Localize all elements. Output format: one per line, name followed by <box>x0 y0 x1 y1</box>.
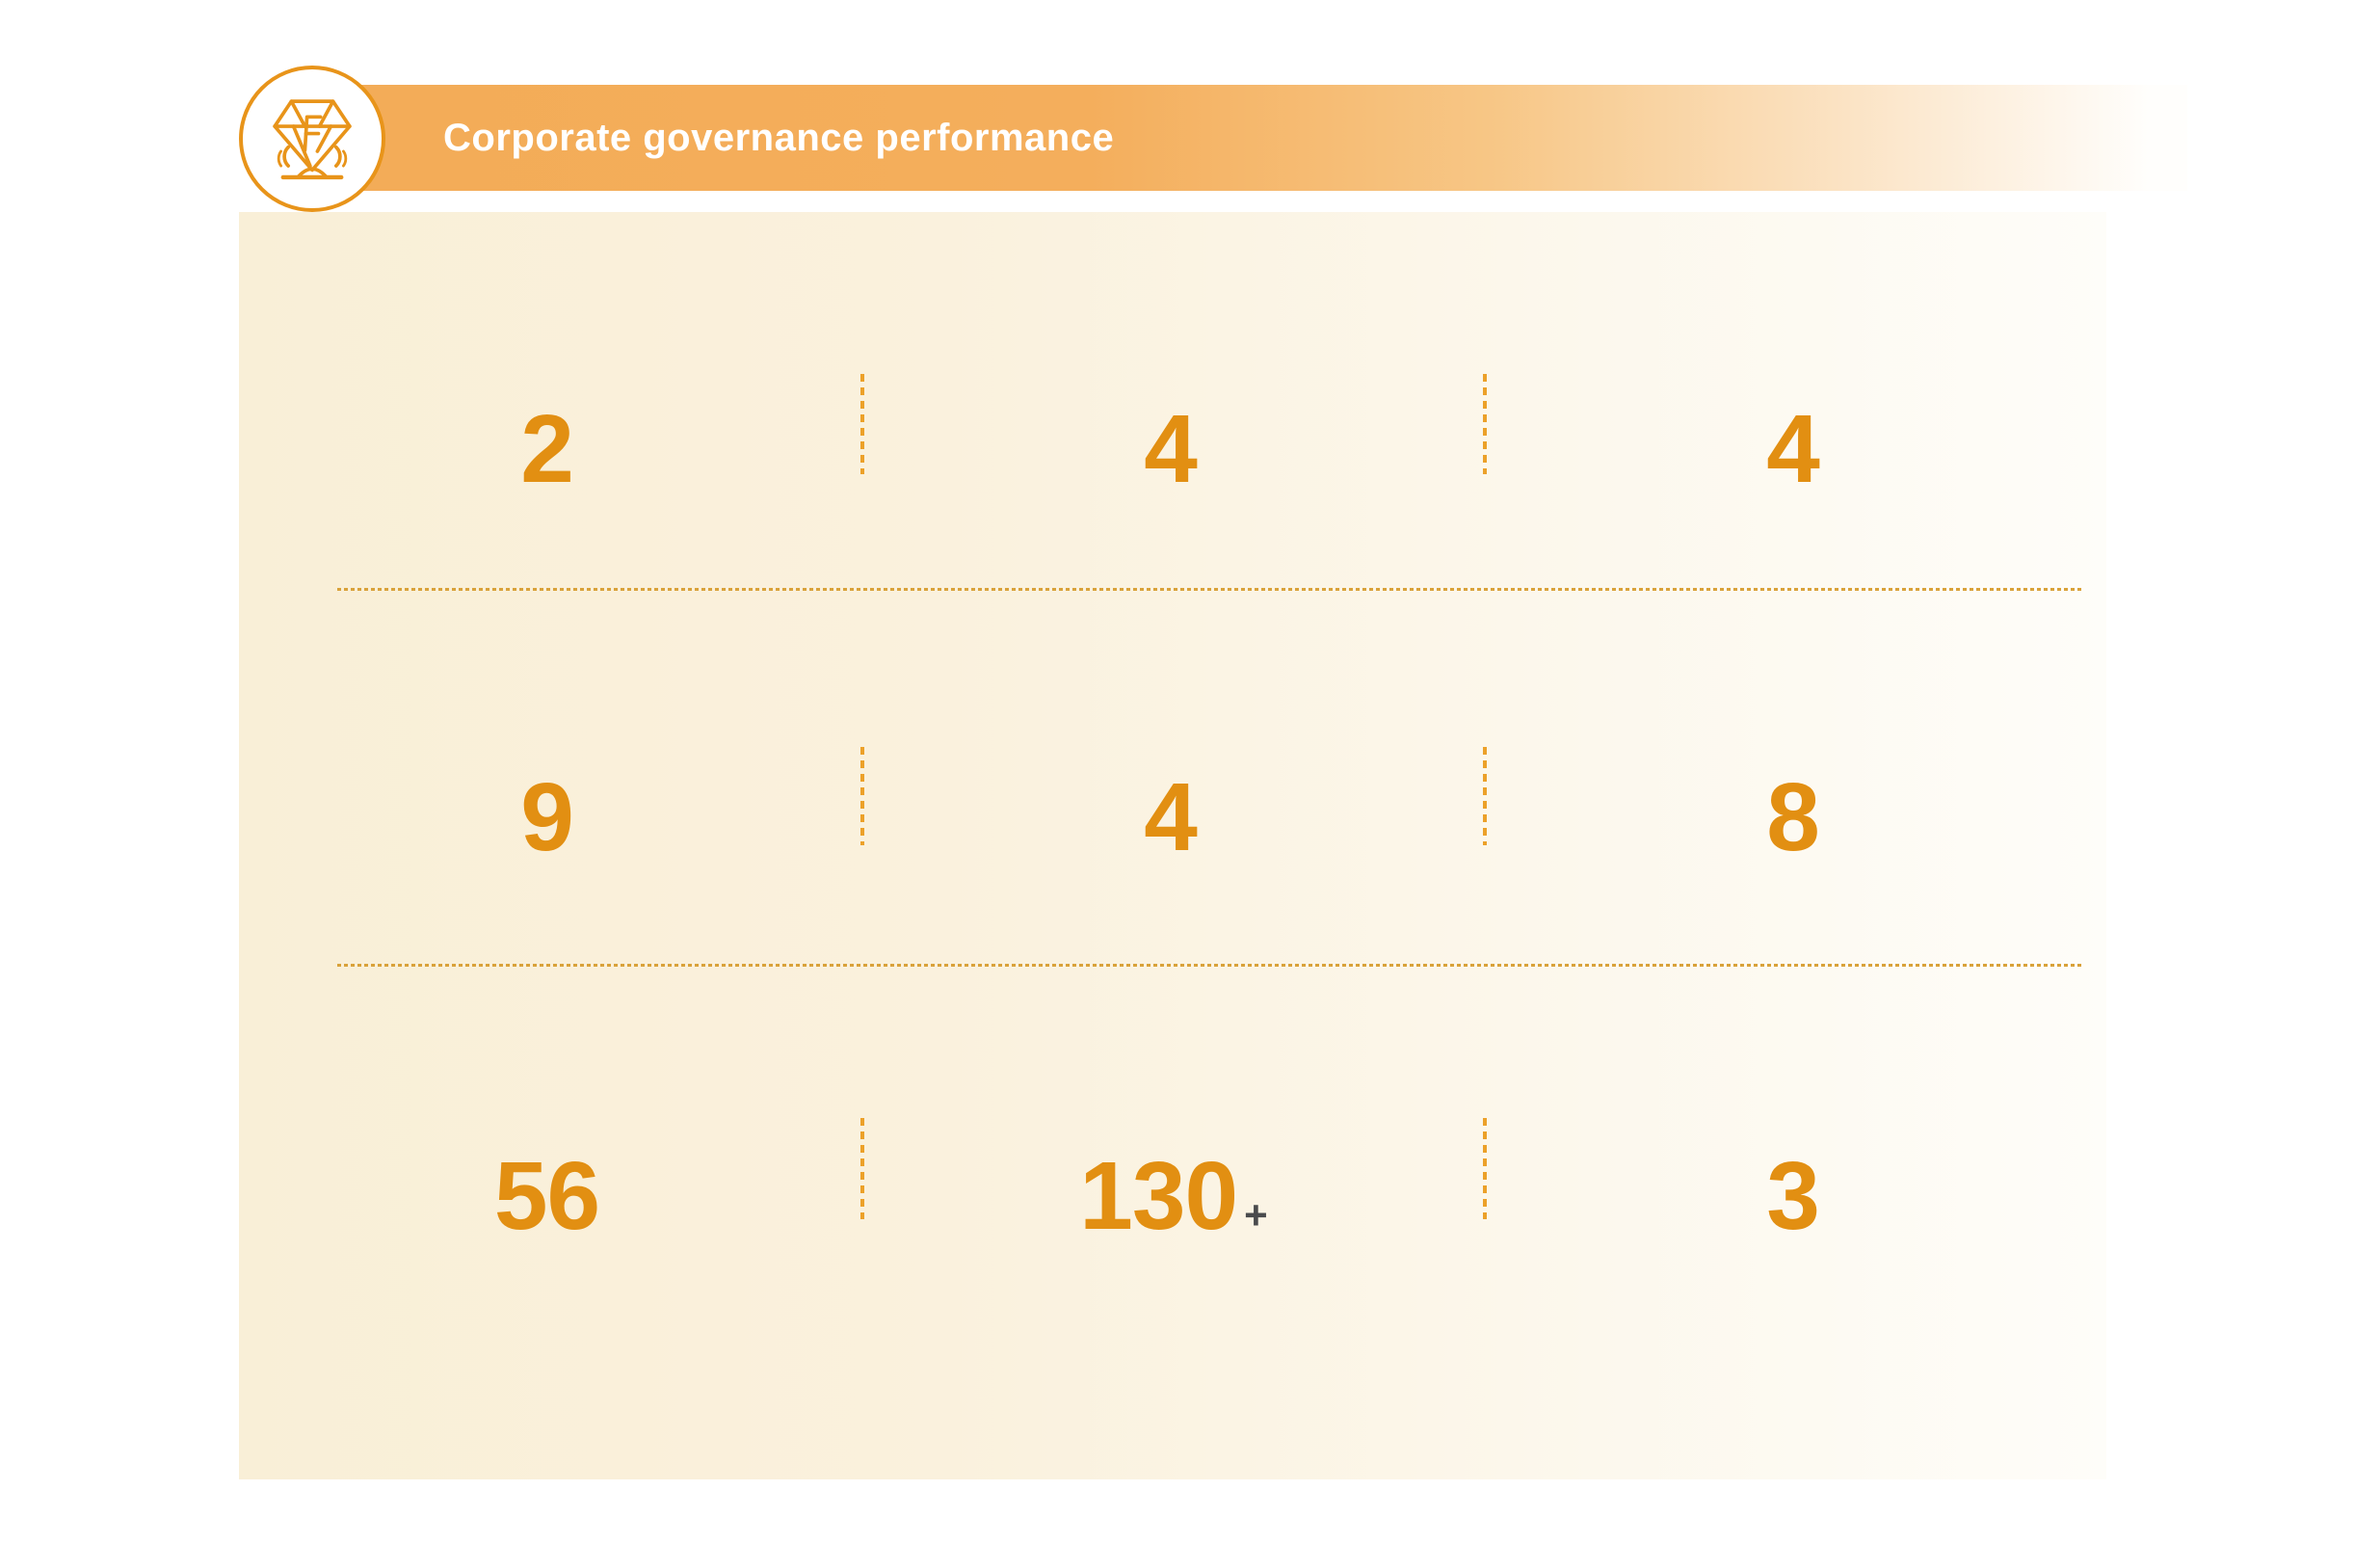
stat-value: 56 <box>493 1142 600 1250</box>
dashed-divider-vertical <box>1483 747 1487 845</box>
dashed-divider-vertical <box>860 1118 864 1219</box>
dotted-divider-horizontal <box>337 588 2083 591</box>
gem-icon-badge <box>239 66 385 212</box>
gem-icon <box>273 99 352 180</box>
stats-panel <box>239 212 2106 1479</box>
stat-value: 4 <box>1766 395 1820 503</box>
stat-suffix: + <box>1244 1192 1268 1238</box>
dashed-divider-vertical <box>860 747 864 845</box>
figure-title: Corporate governance performance <box>443 117 1115 159</box>
dashed-divider-vertical <box>860 374 864 474</box>
dashed-divider-vertical <box>1483 374 1487 474</box>
dashed-divider-vertical <box>1483 1118 1487 1219</box>
stat-value: 4 <box>1144 395 1198 503</box>
stat-value: 9 <box>520 763 574 871</box>
stat-value: 2 <box>520 395 574 503</box>
dotted-divider-horizontal <box>337 964 2083 967</box>
stat-value: 3 <box>1766 1142 1820 1250</box>
stat-value: 8 <box>1766 763 1820 871</box>
stat-value: 4 <box>1144 763 1198 871</box>
header-banner: Corporate governance performance <box>294 85 2187 191</box>
stat-value: 130 + <box>1079 1142 1268 1250</box>
